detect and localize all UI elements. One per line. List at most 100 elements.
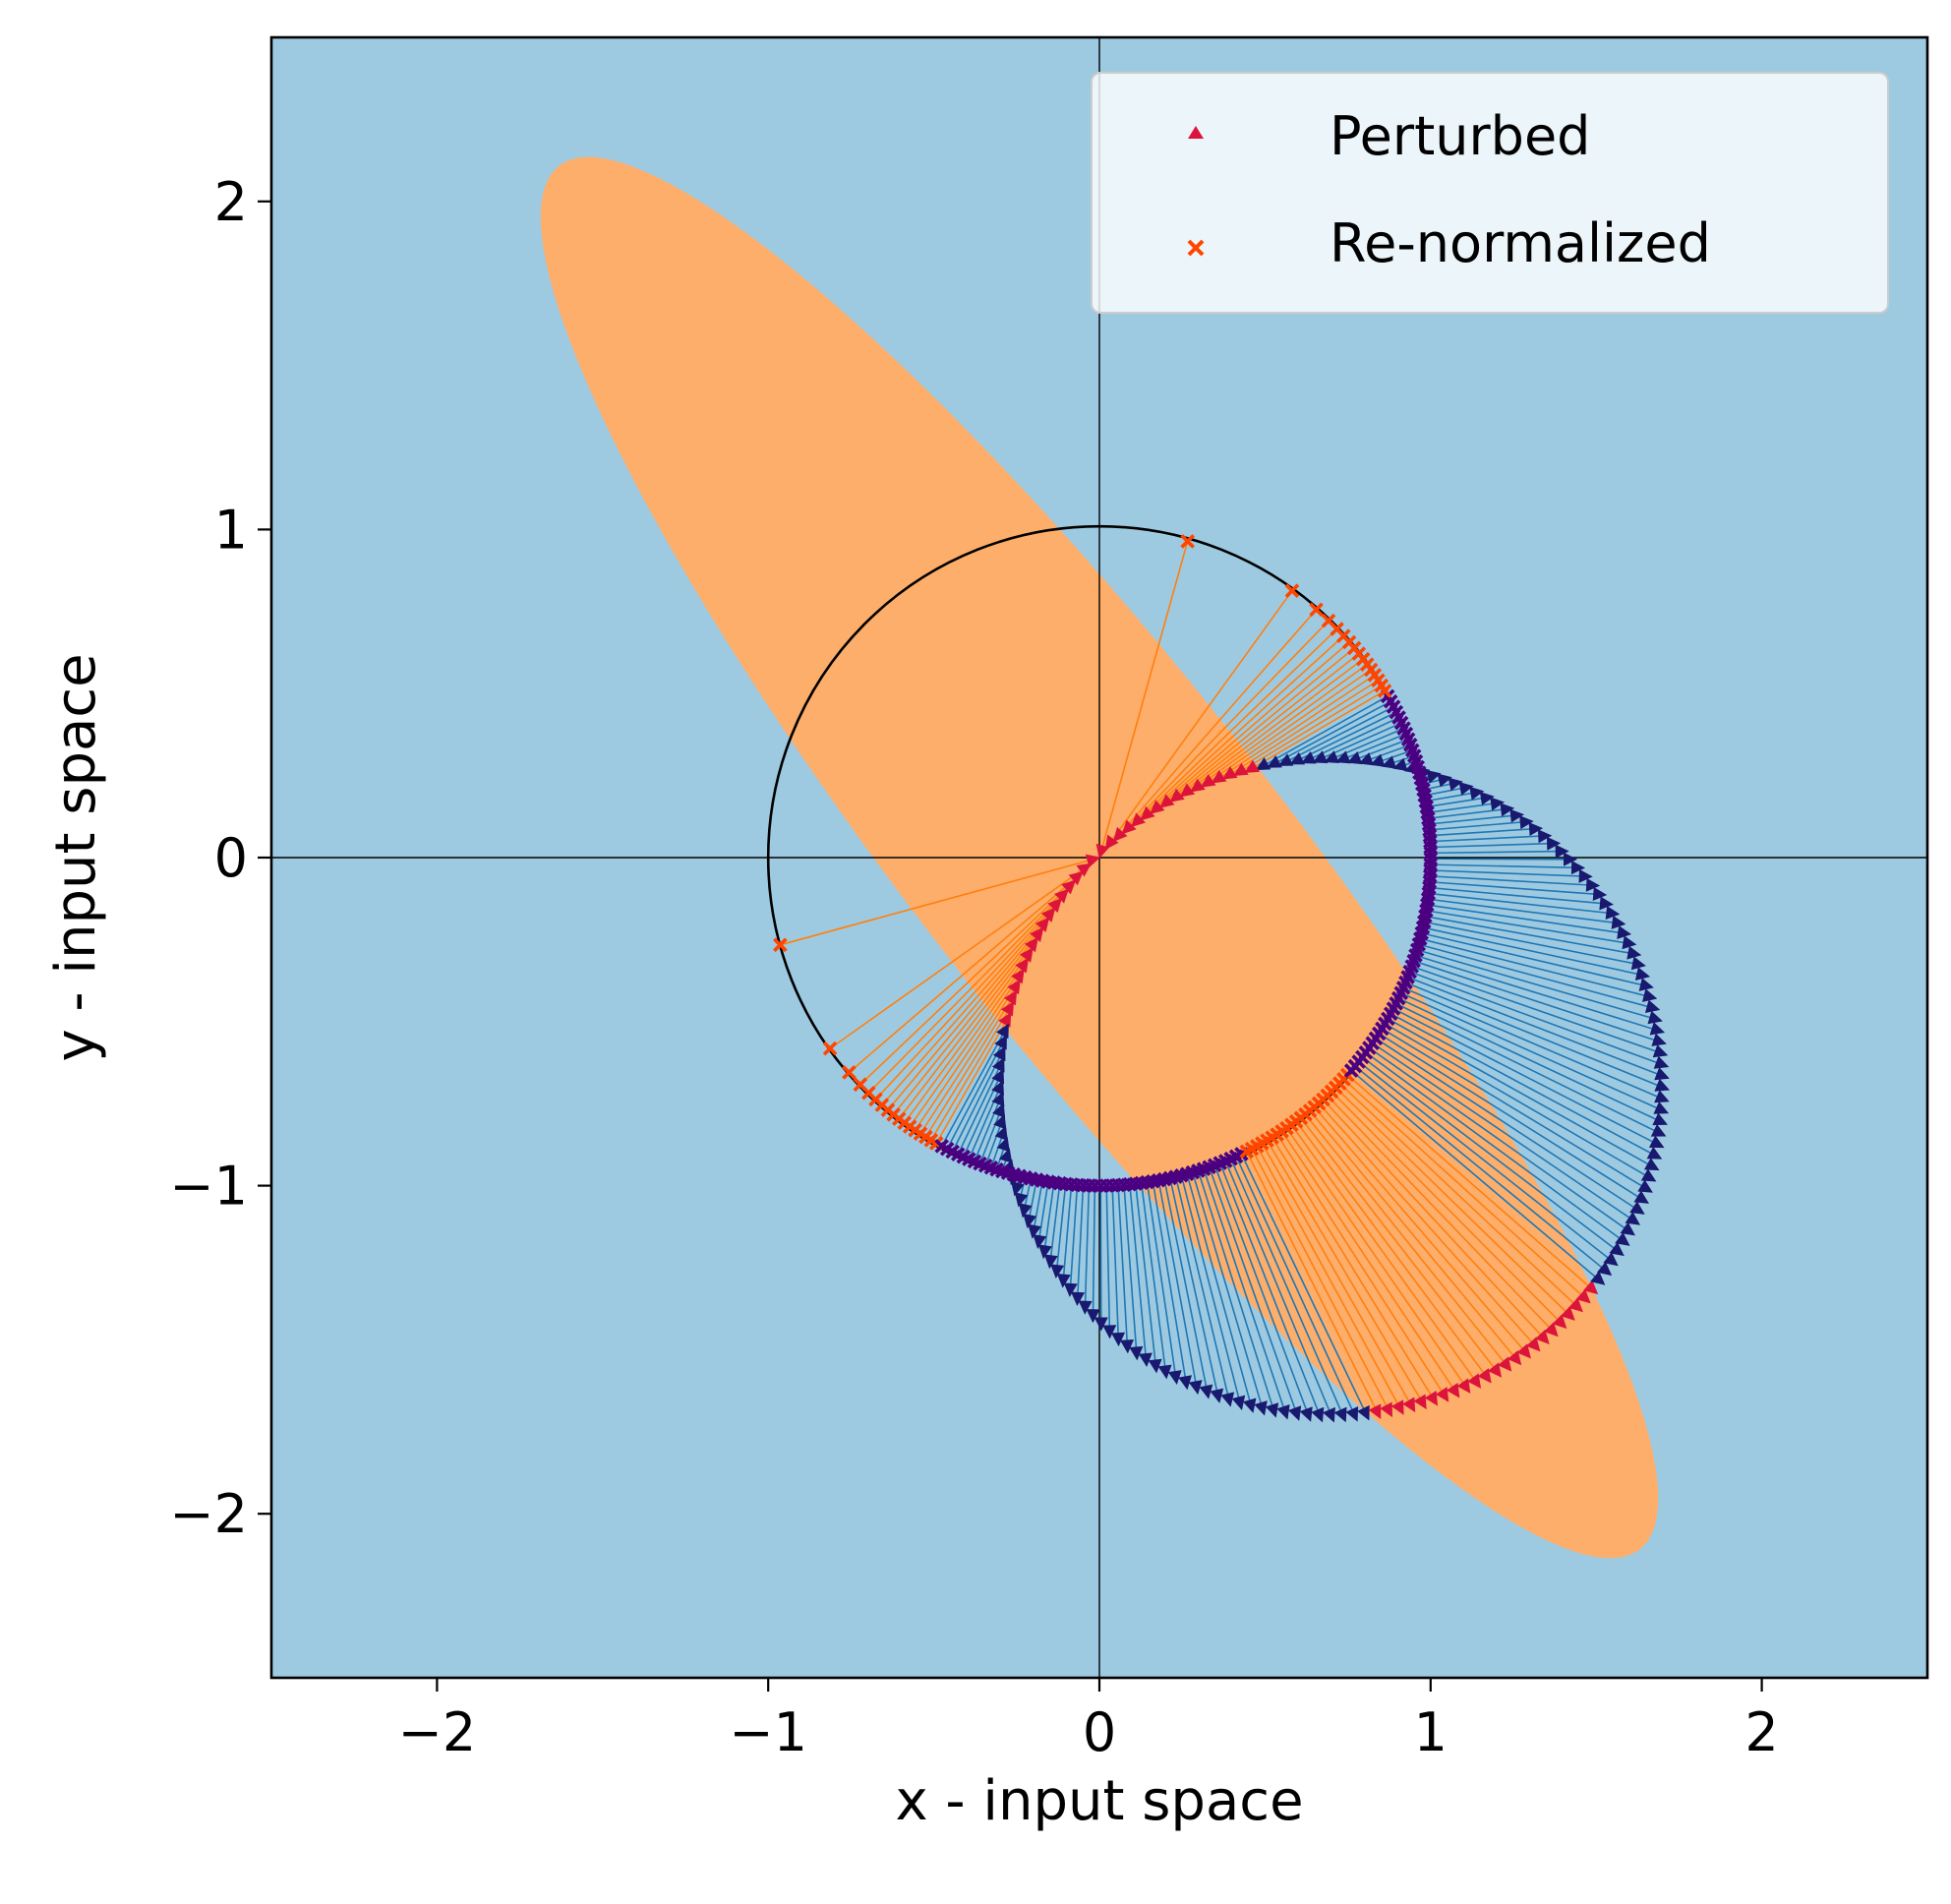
perturbed-point [1138,1352,1153,1368]
perturbed-point [1648,1135,1665,1149]
perturbed-point [1007,979,1021,995]
connector-line [1028,1179,1037,1221]
connector-line [1126,620,1330,830]
connector-line [1368,1046,1629,1232]
connector-line [1411,965,1661,1054]
perturbed-point [1167,1370,1182,1385]
connector-line [1217,674,1376,780]
connector-line [867,893,1064,1094]
connector-line [1309,1110,1517,1360]
connector-line [1342,1078,1586,1299]
connector-line [1334,1087,1570,1316]
perturbed-point [1199,1384,1213,1399]
perturbed-point [1277,753,1294,766]
connector-line [1428,892,1613,915]
perturbed-point [1061,879,1077,895]
connector-line [1129,1184,1148,1360]
connector-line [1134,1183,1157,1366]
perturbed-point [1653,1055,1670,1069]
perturbed-point [1129,1345,1144,1361]
connector-line [1084,1185,1091,1307]
legend-perturbed-label: Perturbed [1330,105,1590,167]
perturbed-point [1647,1010,1663,1025]
perturbed-point [1543,1322,1559,1338]
connector-line [1389,1013,1656,1157]
connector-line [957,1063,1002,1156]
connector-line [1405,982,1663,1089]
perturbed-point [1358,752,1374,766]
connector-line [1385,1023,1650,1179]
perturbed-point [1634,967,1651,981]
connector-line [909,964,1026,1127]
perturbed-point [1469,786,1485,801]
perturbed-point [996,1023,1009,1040]
connector-line [859,884,1071,1086]
connector-line [1304,1113,1508,1366]
x-tick-label: 1 [1414,1701,1448,1763]
connector-line [1397,997,1662,1123]
perturbed-point [1078,1300,1093,1315]
perturbed-point [1448,777,1463,792]
connector-line [1427,904,1625,934]
connector-line [1430,842,1554,849]
connector-line [974,1098,1001,1162]
connector-line [914,974,1021,1131]
perturbed-point [1509,808,1525,823]
connector-line [1400,992,1663,1111]
x-tick-label: −2 [398,1701,477,1763]
perturbed-point [1050,1264,1065,1279]
connector-line [1192,1171,1264,1409]
connector-line [1280,1130,1456,1393]
perturbed-point [1157,1364,1172,1380]
perturbed-point [1120,1339,1135,1354]
perturbed-point [1056,1274,1071,1288]
connector-line [1425,915,1634,955]
perturbed-point [1654,1067,1670,1081]
perturbed-point [1047,898,1062,914]
perturbed-point [1221,766,1238,780]
connector-line [1180,1175,1241,1403]
connector-line [1239,684,1383,773]
connector-line [1033,1180,1043,1231]
connector-line [848,875,1079,1074]
perturbed-point [1040,907,1056,922]
connector-line [1285,1127,1467,1388]
perturbed-point [1220,1392,1235,1407]
perturbed-point [1254,1400,1268,1416]
connector-line [941,1030,1006,1147]
perturbed-point [1413,1394,1427,1410]
connector-line [1164,647,1355,804]
perturbed-point [1446,1382,1460,1398]
perturbed-point [1653,1101,1670,1114]
connector-line [1169,1177,1219,1397]
perturbed-point [1242,1398,1257,1413]
perturbed-point [1570,861,1586,875]
connector-line [1395,1002,1660,1134]
perturbed-point [1649,1022,1666,1036]
connector-line [1235,1156,1355,1415]
perturbed-point [1596,1261,1613,1277]
perturbed-point [1555,844,1569,859]
y-tick-label: 1 [214,499,248,561]
perturbed-point [1267,754,1282,768]
perturbed-point [1094,1317,1108,1332]
connector-line [1140,1182,1167,1372]
connector-line [1377,749,1413,763]
connector-line [1049,1183,1061,1262]
connector-line [1055,1183,1067,1272]
connector-line [1407,976,1663,1077]
perturbed-point [1643,1158,1660,1171]
perturbed-point [992,1045,1006,1062]
perturbed-point [1650,1124,1667,1137]
perturbed-point [1537,829,1553,844]
connector-line [1307,716,1399,761]
perturbed-point [1652,1044,1669,1058]
perturbed-point [1011,1181,1025,1197]
perturbed-point [1528,822,1544,837]
perturbed-point [1629,1201,1645,1215]
connector-line [1375,1038,1639,1212]
perturbed-point [1479,791,1495,805]
connector-line [1430,835,1545,843]
plot-area [271,37,1927,1678]
perturbed-point [1490,797,1506,811]
